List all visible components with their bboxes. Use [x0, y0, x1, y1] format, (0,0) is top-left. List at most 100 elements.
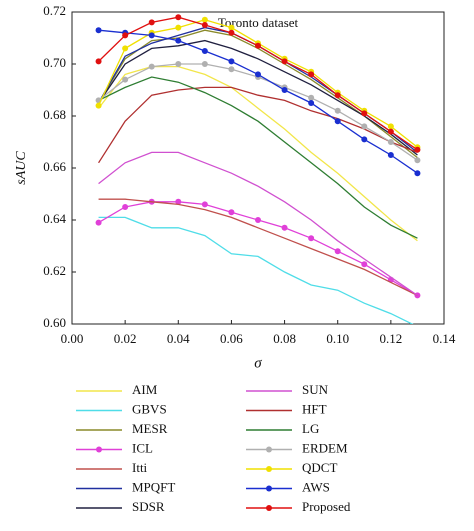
y-tick-label: 0.68 — [43, 107, 66, 122]
point — [414, 170, 421, 177]
series-line — [98, 201, 418, 296]
point — [387, 152, 394, 158]
point — [387, 128, 394, 135]
plot-area — [95, 14, 421, 324]
point — [148, 63, 155, 70]
point — [308, 235, 315, 242]
legend-label: LG — [302, 421, 319, 436]
y-tick-label: 0.62 — [43, 263, 66, 278]
point — [95, 27, 102, 34]
legend-label: SDSR — [132, 499, 165, 514]
point — [201, 201, 208, 208]
legend-marker — [266, 485, 272, 492]
legend-marker — [266, 466, 272, 472]
point — [201, 16, 208, 23]
chart-title: Toronto dataset — [218, 15, 299, 30]
point — [255, 42, 261, 49]
y-tick-label: 0.60 — [43, 315, 66, 330]
legend-label: QDCT — [302, 460, 337, 475]
x-axis-label: σ — [254, 355, 262, 371]
point — [281, 58, 288, 65]
point — [95, 58, 102, 65]
y-axis-label: sAUC — [14, 151, 29, 185]
series-line — [98, 86, 418, 164]
series-line — [98, 151, 418, 296]
point — [361, 136, 368, 143]
point — [122, 204, 129, 210]
point — [228, 209, 235, 216]
legend-label: GBVS — [132, 401, 167, 416]
point — [334, 92, 341, 99]
legend-label: MESR — [132, 421, 168, 436]
point — [175, 24, 182, 31]
point — [228, 29, 235, 36]
legend-marker — [266, 446, 272, 453]
point — [122, 32, 129, 39]
series-line — [98, 65, 418, 242]
x-tick-label: 0.02 — [114, 331, 137, 346]
x-tick-label: 0.08 — [273, 331, 296, 346]
legend-label: HFT — [302, 401, 327, 416]
legend-label: Itti — [132, 460, 148, 475]
series-line — [98, 39, 418, 156]
x-tick-label: 0.14 — [433, 331, 456, 346]
point — [334, 118, 341, 125]
point — [148, 19, 155, 26]
legend-label: AWS — [302, 479, 330, 494]
point — [201, 48, 208, 54]
point — [148, 32, 155, 39]
point — [281, 87, 288, 93]
series-line — [97, 19, 418, 148]
x-tick-label: 0.10 — [326, 331, 349, 346]
point — [201, 61, 208, 67]
point — [255, 217, 261, 223]
point — [387, 139, 394, 145]
legend-label: Proposed — [302, 499, 351, 514]
point — [175, 14, 182, 21]
point — [228, 58, 235, 65]
point — [308, 94, 315, 101]
point — [201, 22, 208, 28]
point — [308, 100, 315, 106]
point — [228, 24, 235, 31]
y-tick-label: 0.70 — [43, 55, 66, 70]
point — [122, 45, 129, 52]
point — [255, 71, 261, 78]
y-tick-label: 0.64 — [43, 211, 66, 226]
point — [334, 107, 341, 114]
series-line — [98, 216, 414, 324]
point — [122, 76, 129, 83]
y-tick-label: 0.66 — [43, 159, 66, 174]
point — [387, 123, 394, 130]
series-line — [98, 29, 418, 159]
point — [175, 37, 182, 44]
legend-label: SUN — [302, 382, 329, 397]
point — [95, 219, 102, 226]
legend-marker — [96, 446, 102, 453]
series-line — [98, 198, 418, 296]
legend-marker — [266, 505, 272, 511]
point — [95, 102, 102, 109]
legend-label: AIM — [132, 382, 158, 397]
legend-label: MPQFT — [132, 479, 175, 494]
x-tick-label: 0.00 — [61, 331, 84, 346]
point — [308, 71, 315, 78]
point — [361, 123, 368, 130]
x-tick-label: 0.12 — [379, 331, 402, 346]
legend-label: ICL — [132, 440, 153, 455]
series-line — [98, 76, 418, 239]
x-tick-label: 0.04 — [167, 331, 190, 346]
point — [361, 261, 368, 268]
point — [334, 248, 341, 255]
legend-label: ERDEM — [302, 440, 348, 455]
point — [414, 157, 421, 164]
point — [281, 224, 288, 231]
point — [175, 198, 182, 205]
point — [228, 66, 235, 73]
x-tick-label: 0.06 — [220, 331, 243, 346]
y-tick-label: 0.72 — [43, 3, 66, 18]
point — [414, 146, 421, 153]
point — [361, 110, 368, 117]
point — [175, 61, 182, 67]
